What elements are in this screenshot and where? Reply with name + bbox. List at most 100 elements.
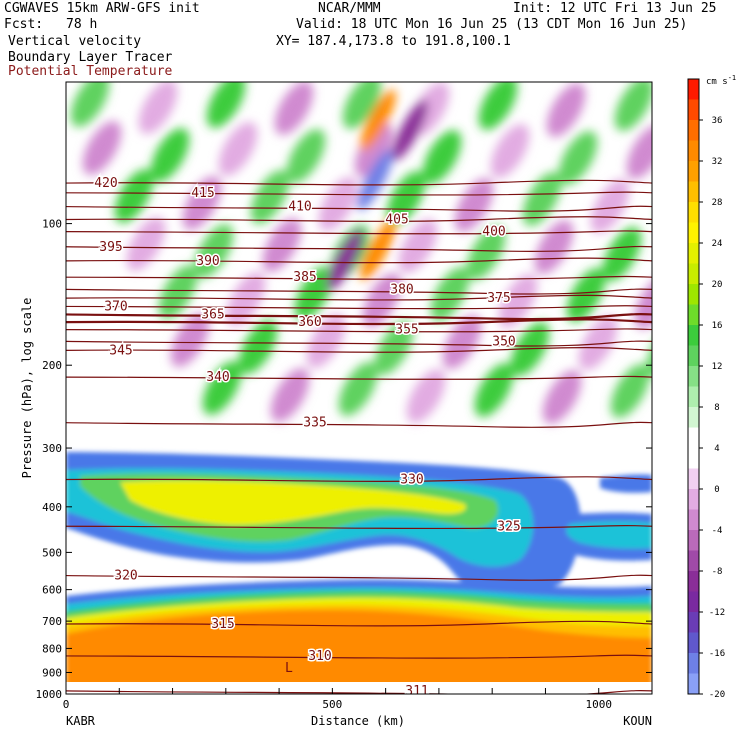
init-time: Init: 12 UTC Fri 13 Jun 25 <box>513 1 717 16</box>
theta-contour-line <box>66 305 652 310</box>
org-label: NCAR/MMM <box>318 1 381 16</box>
colorbar-label: 20 <box>712 280 723 290</box>
colorbar-swatch <box>688 591 699 613</box>
theta-contour-label: 400 <box>482 225 505 240</box>
wave-core <box>360 219 396 281</box>
colorbar-swatch <box>688 386 699 408</box>
theta-contour-line <box>66 257 652 264</box>
updraft-cell <box>422 130 462 184</box>
fcst-label: Fcst: <box>4 17 44 32</box>
theta-contour-label: 340 <box>206 370 229 385</box>
theta-contour-line <box>66 313 652 321</box>
colorbar-label: -4 <box>712 526 723 536</box>
theta-contour-line <box>66 328 652 333</box>
band-yellow-upper <box>120 480 466 526</box>
colorbar-label: -16 <box>709 649 725 659</box>
theta-contour-label: 375 <box>487 291 510 306</box>
updraft-cell <box>466 226 506 280</box>
updraft-cell <box>522 172 562 226</box>
updraft-cell <box>238 320 278 374</box>
terrain-below <box>66 682 652 694</box>
updraft-cell <box>202 361 242 415</box>
downdraft-cell <box>218 122 258 176</box>
updraft-cell <box>695 263 740 329</box>
y-axis-label: Pressure (hPa), log scale <box>20 298 34 479</box>
updraft-cell <box>610 364 650 418</box>
low-annotation: L <box>285 661 293 676</box>
theta-contour-line <box>66 690 652 694</box>
downdraft-cell <box>398 219 438 273</box>
theta-contour-line <box>66 654 652 659</box>
gravity-wave-field <box>70 82 740 424</box>
wave-core <box>392 99 428 161</box>
y-tick-label: 900 <box>42 666 62 679</box>
y-tick-label: 300 <box>42 442 62 455</box>
theta-contour-line <box>66 216 652 222</box>
colorbar-swatch <box>688 673 699 695</box>
theta-contour-line <box>66 347 652 353</box>
downdraft-cell <box>542 370 582 424</box>
downdraft-cell <box>354 123 394 177</box>
colorbar-swatch <box>688 448 699 469</box>
theta-contour-line <box>66 179 652 186</box>
theta-contour-line <box>66 340 652 347</box>
colorbar-label: 24 <box>712 239 723 249</box>
updraft-cell <box>194 224 234 278</box>
colorbar-label: 12 <box>712 362 723 372</box>
theta-contour-line <box>66 525 652 530</box>
colorbar-label: -20 <box>709 690 725 700</box>
theta-contour-line <box>66 421 652 428</box>
theta-contour-line <box>66 620 652 627</box>
theta-contour-label: 395 <box>99 240 122 255</box>
colorbar-swatch <box>688 79 699 100</box>
theta-contour-line <box>66 574 652 581</box>
colorbar-swatch <box>688 530 699 551</box>
theta-contour-line <box>66 294 652 301</box>
downdraft-cell <box>546 83 586 137</box>
colorbar-swatch <box>688 571 699 592</box>
updraft-cell <box>286 129 326 183</box>
theta-contour-line <box>66 318 652 326</box>
updraft-cell <box>158 265 198 319</box>
downdraft-cell <box>270 368 310 422</box>
theta-contour-line <box>66 230 652 235</box>
downdraft-cell <box>274 82 314 135</box>
updraft-cell <box>338 362 378 416</box>
band-cyan-right <box>566 521 652 549</box>
updraft-cell <box>430 267 470 321</box>
theta-contour-label: 330 <box>400 473 423 488</box>
field-potential-temperature: Potential Temperature <box>8 64 173 79</box>
colorbar-swatch <box>688 243 699 264</box>
theta-contour-label: 360 <box>298 315 321 330</box>
colorbar-unit: cm s-1 <box>706 74 736 87</box>
downdraft-cell <box>138 82 178 134</box>
valid-time: Valid: 18 UTC Mon 16 Jun 25 (13 CDT Mon … <box>296 17 688 32</box>
theta-contour-label: 390 <box>196 254 219 269</box>
downdraft-cell <box>82 121 122 175</box>
colorbar-swatch <box>688 325 699 346</box>
colorbar-swatch <box>688 612 699 633</box>
colorbar-label: 36 <box>712 116 723 126</box>
colorbar-label: 28 <box>712 198 723 208</box>
x-axis-label: Distance (km) <box>311 714 405 728</box>
theta-contour-line <box>66 245 652 252</box>
theta-contour-label: 365 <box>201 307 224 322</box>
right-endpoint: KOUN <box>623 714 652 728</box>
wave-core <box>327 229 363 291</box>
colorbar-label: -12 <box>709 608 725 618</box>
downdraft-cell <box>454 178 494 232</box>
colorbar-swatch <box>688 120 699 141</box>
plot-frame <box>65 81 653 695</box>
colorbar-swatch <box>688 632 699 654</box>
colorbar-swatch <box>688 99 699 121</box>
xy-range: XY= 187.4,173.8 to 191.8,100.1 <box>276 34 511 49</box>
theta-contour-label: 355 <box>395 323 418 338</box>
colorbar-swatch <box>688 263 699 285</box>
wave-core <box>360 89 396 151</box>
theta-contour-line <box>66 288 652 295</box>
y-tick-label: 100 <box>42 218 62 231</box>
colorbar-swatch <box>688 202 699 223</box>
downdraft-cell <box>634 275 652 329</box>
downdraft-cell <box>318 177 358 231</box>
